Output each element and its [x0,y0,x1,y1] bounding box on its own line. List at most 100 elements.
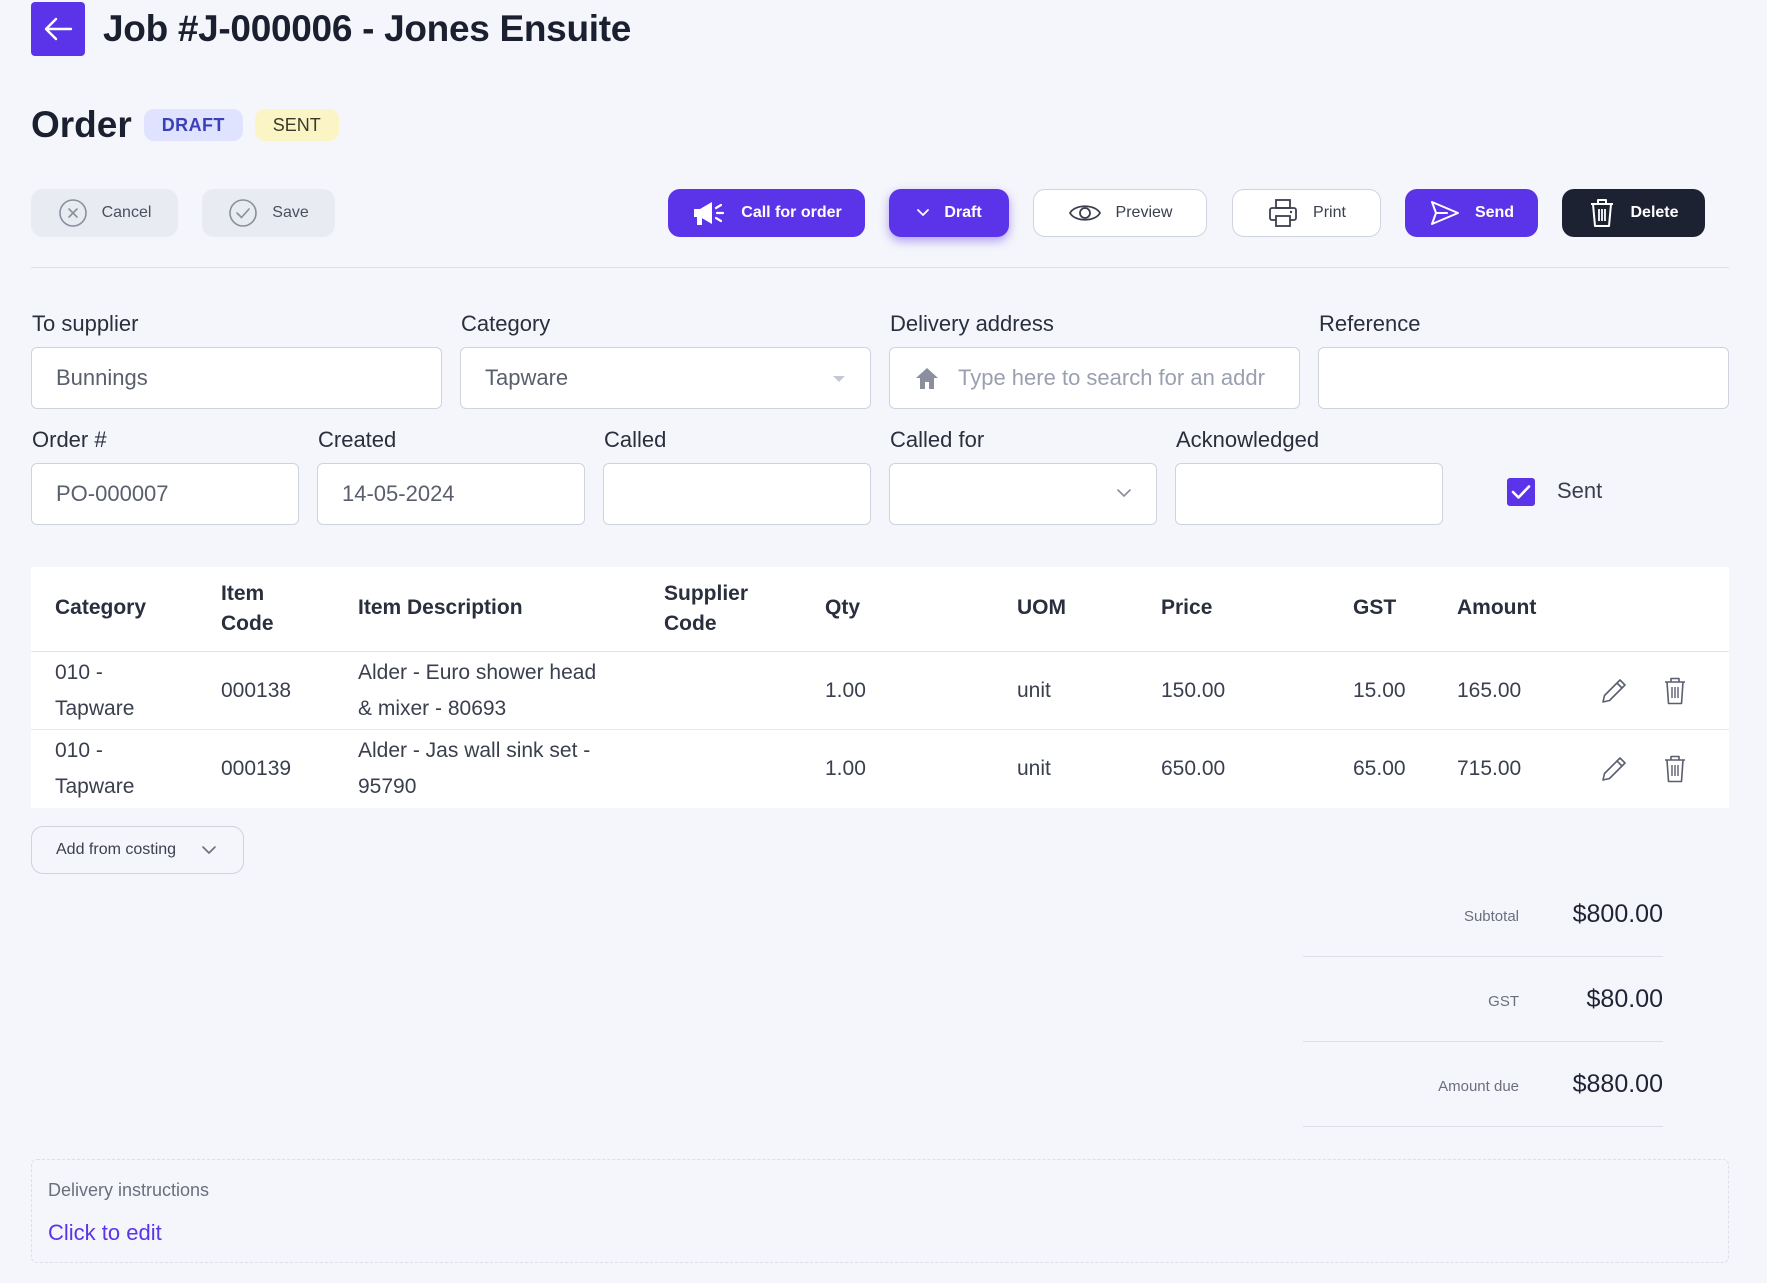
draft-status-dropdown[interactable]: Draft [889,189,1009,237]
called-for-label: Called for [890,427,985,452]
cell-description-line1: Alder - Euro shower head [358,661,597,684]
to-supplier-value: Bunnings [56,365,148,390]
page-title: Job #J-000006 - Jones Ensuite [103,8,632,49]
category-label: Category [461,311,551,336]
column-header-supplier-code: Supplier Code [664,579,748,639]
caret-down-icon [833,376,845,382]
delivery-instructions-edit-link[interactable]: Click to edit [48,1220,162,1245]
created-date-field[interactable]: 14-05-2024 [317,463,585,525]
column-header-item-description: Item Description [358,596,523,619]
created-value: 14-05-2024 [342,481,455,506]
home-icon [916,368,938,389]
column-header-amount: Amount [1457,596,1537,619]
column-header-price: Price [1161,596,1213,619]
column-header-qty: Qty [825,596,861,619]
cell-price: 650.00 [1161,757,1226,780]
subtotal-label: Subtotal [1463,908,1519,925]
cell-description-line2: 95790 [358,775,417,798]
send-button[interactable]: Send [1405,189,1538,237]
order-heading: Order DRAFT SENT [31,104,339,146]
order-items-table: Category Item Code Item Description Supp… [31,567,1729,808]
amount-due-value: $880.00 [1572,1070,1663,1098]
back-button[interactable] [31,2,85,56]
save-button[interactable]: Save [202,189,335,237]
cell-amount: 165.00 [1457,679,1522,702]
status-badge-sent: SENT [254,109,339,141]
edit-pencil-icon[interactable] [1599,754,1629,784]
chevron-down-icon [202,846,216,854]
add-from-costing-dropdown[interactable]: Add from costing [31,826,244,874]
send-label: Send [1474,204,1515,221]
column-header-item-code-line1: Item [221,582,265,605]
called-field[interactable] [603,463,871,525]
column-header-gst: GST [1353,596,1397,619]
sent-checkbox[interactable] [1507,478,1535,506]
draft-label: Draft [944,204,982,221]
status-badge-draft: DRAFT [143,109,243,141]
cell-qty: 1.00 [825,757,866,780]
cell-price: 150.00 [1161,679,1226,702]
eye-icon [1068,205,1101,221]
cell-category-line1: 010 - [55,739,103,762]
page-header: Job #J-000006 - Jones Ensuite [31,0,631,58]
created-label: Created [318,427,397,452]
checkmark-icon [1511,485,1531,499]
amount-due-label: Amount due [1438,1078,1519,1095]
preview-label: Preview [1115,204,1173,221]
table-header: Category Item Code Item Description Supp… [31,567,1729,652]
delivery-address-search[interactable]: Type here to search for an addr [889,347,1300,409]
column-header-item-code: Item Code [221,579,274,639]
order-number-label: Order # [32,427,107,452]
table-row: 010 - Tapware 000138 Alder - Euro shower… [31,652,1729,730]
column-header-uom: UOM [1017,596,1066,619]
edit-pencil-icon[interactable] [1599,676,1629,706]
call-for-order-button[interactable]: Call for order [668,189,865,237]
cancel-label: Cancel [101,204,152,221]
cell-gst: 15.00 [1353,679,1406,702]
amount-due-row: Amount due $880.00 [1303,1042,1663,1127]
order-number-value: PO-000007 [56,481,169,506]
trash-icon [1591,199,1614,227]
delete-button[interactable]: Delete [1562,189,1705,237]
column-header-supplier-code-line1: Supplier [664,582,749,605]
print-button[interactable]: Print [1232,189,1381,237]
cell-category: 010 - Tapware [55,655,134,727]
add-from-costing-label: Add from costing [56,841,177,858]
category-select[interactable]: Tapware [460,347,871,409]
cancel-button[interactable]: Cancel [31,189,178,237]
delivery-address-placeholder: Type here to search for an addr [958,365,1265,390]
cell-gst: 65.00 [1353,757,1406,780]
subtotal-value: $800.00 [1572,900,1663,928]
delete-label: Delete [1630,204,1679,221]
delete-row-trash-icon[interactable] [1663,754,1687,784]
cell-qty: 1.00 [825,679,866,702]
cell-item-description: Alder - Jas wall sink set - 95790 [358,733,590,805]
acknowledged-field[interactable] [1175,463,1443,525]
category-value: Tapware [485,365,569,390]
cell-uom: unit [1017,679,1051,702]
sent-checkbox-label: Sent [1557,478,1603,503]
gst-total-row: GST $80.00 [1303,957,1663,1042]
delivery-instructions-label: Delivery instructions [48,1180,210,1200]
cell-category-line2: Tapware [55,697,135,720]
printer-icon [1269,199,1297,227]
cell-category: 010 - Tapware [55,733,134,805]
cell-uom: unit [1017,757,1051,780]
called-for-select[interactable] [889,463,1157,525]
chevron-down-icon [1117,489,1131,497]
subtotal-row: Subtotal $800.00 [1303,872,1663,957]
delete-row-trash-icon[interactable] [1663,676,1687,706]
preview-button[interactable]: Preview [1033,189,1207,237]
order-title: Order [31,104,132,145]
acknowledged-label: Acknowledged [1176,427,1320,452]
reference-field[interactable] [1318,347,1729,409]
cell-item-description: Alder - Euro shower head & mixer - 80693 [358,655,596,727]
arrow-left-icon [44,17,73,41]
column-header-category: Category [55,596,147,619]
megaphone-icon [694,202,725,225]
column-header-item-code-line2: Code [221,612,274,635]
delivery-address-label: Delivery address [890,311,1054,336]
to-supplier-field[interactable]: Bunnings [31,347,442,409]
table-row: 010 - Tapware 000139 Alder - Jas wall si… [31,730,1729,808]
order-number-field[interactable]: PO-000007 [31,463,299,525]
